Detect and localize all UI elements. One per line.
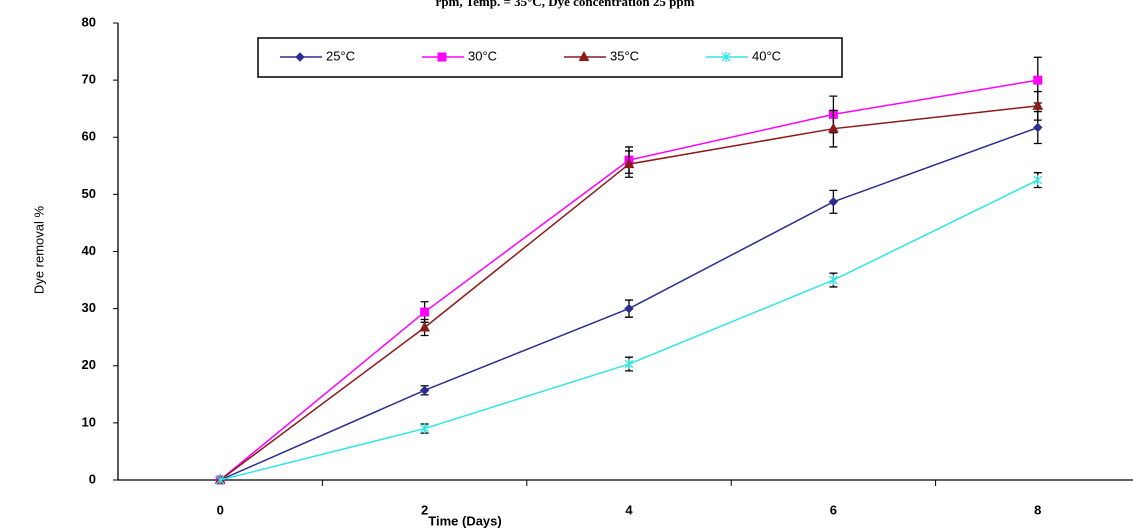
data-point [1033, 75, 1043, 85]
y-tick-label: 0 [89, 471, 96, 486]
y-tick-label: 50 [82, 186, 96, 201]
legend-marker [721, 52, 731, 62]
y-tick-label: 10 [82, 414, 96, 429]
data-point [215, 475, 225, 485]
data-point [1032, 99, 1044, 110]
x-tick-label: 4 [625, 502, 633, 517]
x-tick-label: 0 [217, 502, 224, 517]
x-axis-label: Time (Days) [428, 513, 501, 528]
y-tick-label: 60 [82, 129, 96, 144]
legend-label: 35°C [610, 48, 639, 63]
x-tick-label: 2 [421, 502, 428, 517]
y-tick-label: 70 [82, 72, 96, 87]
series-line [219, 79, 1038, 481]
data-point [1033, 175, 1043, 186]
y-tick-label: 20 [82, 357, 96, 372]
legend-marker [437, 52, 447, 62]
y-tick-label: 40 [82, 243, 96, 258]
legend-label: 40°C [752, 48, 781, 63]
data-point [1033, 122, 1043, 133]
x-tick-label: 8 [1034, 502, 1041, 517]
legend-marker [295, 52, 305, 62]
legend-label: 25°C [326, 48, 355, 63]
chart-title: rpm, Temp. = 35°C, Dye concentration 25 … [436, 0, 695, 9]
legend-marker [578, 50, 590, 61]
data-point [623, 158, 635, 169]
y-tick-label: 30 [82, 300, 96, 315]
x-tick-label: 6 [830, 502, 837, 517]
data-point [624, 359, 634, 370]
data-point [419, 385, 430, 396]
data-point [828, 197, 839, 207]
y-axis-label: Dye removal % [31, 205, 46, 294]
data-point [828, 122, 839, 133]
y-tick-label: 80 [82, 14, 96, 29]
data-point [419, 321, 430, 332]
data-point [420, 423, 430, 434]
series-line [220, 179, 1039, 481]
legend-label: 30°C [468, 48, 497, 63]
data-point [420, 307, 430, 317]
data-point [828, 275, 838, 286]
data-point [624, 303, 634, 314]
